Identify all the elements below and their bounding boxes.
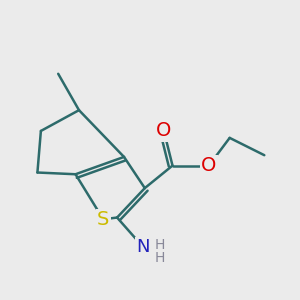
Text: S: S xyxy=(97,210,110,229)
Text: O: O xyxy=(201,156,217,175)
Text: N: N xyxy=(136,238,150,256)
Text: O: O xyxy=(156,122,172,140)
Text: H: H xyxy=(154,238,164,252)
Text: H: H xyxy=(154,251,164,265)
